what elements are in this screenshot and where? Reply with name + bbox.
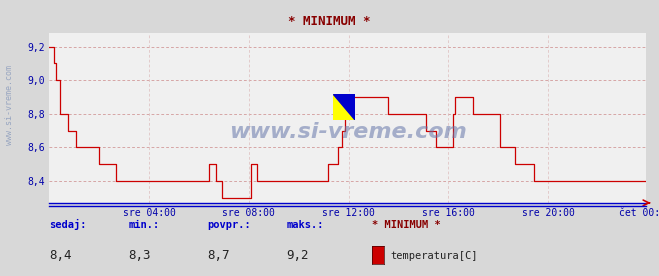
Text: * MINIMUM *: * MINIMUM * — [372, 220, 441, 230]
Text: temperatura[C]: temperatura[C] — [390, 251, 478, 261]
Text: 8,3: 8,3 — [129, 250, 151, 262]
Text: * MINIMUM *: * MINIMUM * — [288, 15, 371, 28]
Text: 8,7: 8,7 — [208, 250, 230, 262]
Text: sedaj:: sedaj: — [49, 219, 87, 230]
Polygon shape — [333, 94, 355, 120]
Text: povpr.:: povpr.: — [208, 220, 251, 230]
Polygon shape — [333, 94, 355, 120]
Text: min.:: min.: — [129, 220, 159, 230]
Text: www.si-vreme.com: www.si-vreme.com — [229, 121, 467, 142]
Text: 9,2: 9,2 — [287, 250, 309, 262]
Text: www.si-vreme.com: www.si-vreme.com — [5, 65, 14, 145]
Text: 8,4: 8,4 — [49, 250, 72, 262]
Text: maks.:: maks.: — [287, 220, 324, 230]
